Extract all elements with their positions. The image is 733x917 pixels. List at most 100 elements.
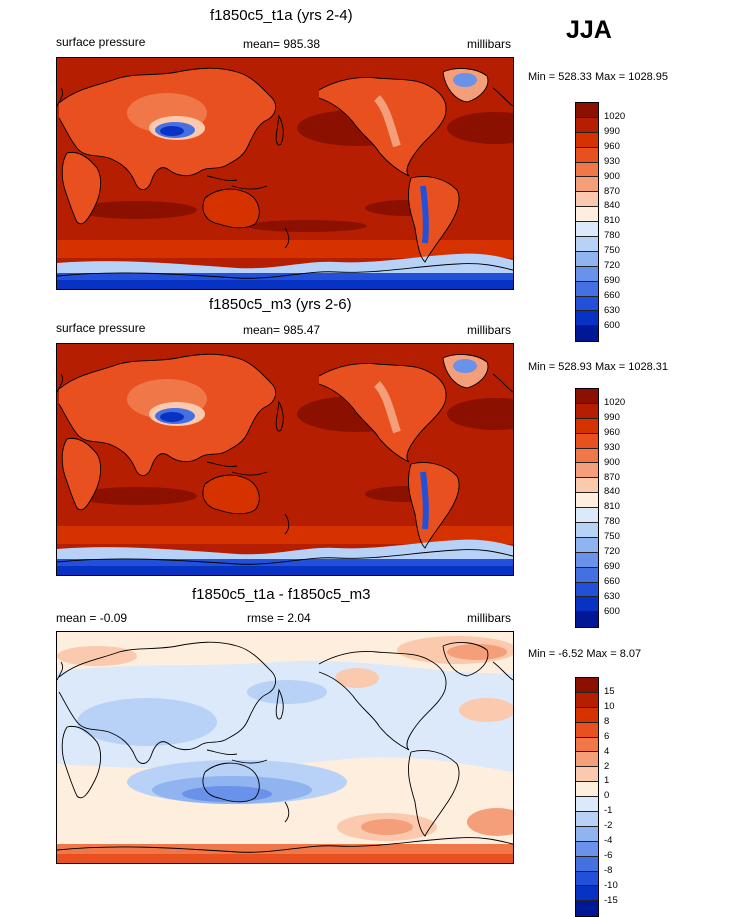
colorbar-swatch (576, 403, 598, 419)
colorbar-label: 870 (604, 185, 620, 197)
colorbar-swatch (576, 841, 598, 857)
colorbar-label: 930 (604, 441, 620, 453)
colorbar-label: 900 (604, 170, 620, 182)
colorbar-label: 690 (604, 274, 620, 286)
colorbar-label: 1020 (604, 111, 626, 122)
colorbar-swatch (576, 117, 598, 133)
panel-2-variable-label: surface pressure (56, 321, 146, 335)
panel-2-colorbar (575, 388, 599, 629)
colorbar-label: 990 (604, 411, 620, 423)
colorbar-swatch (576, 222, 598, 238)
panel-2-map (56, 343, 514, 576)
panel-1-mean: mean= 985.38 (243, 37, 321, 51)
colorbar-swatch (576, 707, 598, 723)
colorbar-swatch (576, 478, 598, 494)
colorbar-swatch (576, 797, 598, 813)
colorbar-label: -6 (604, 849, 613, 861)
panel-2-units: millibars (467, 323, 512, 337)
panel-1-map (56, 57, 514, 290)
colorbar-swatch (576, 103, 598, 118)
colorbar-label: 6 (604, 730, 610, 742)
colorbar-swatch (576, 192, 598, 208)
colorbar-label: 600 (604, 319, 620, 331)
colorbar-swatch (576, 582, 598, 598)
colorbar-label: 600 (604, 605, 620, 617)
colorbar-label: 630 (604, 304, 620, 316)
colorbar-swatch (576, 612, 598, 628)
colorbar-swatch (576, 886, 598, 902)
panel-3-minmax: Min = -6.52 Max = 8.07 (528, 648, 642, 660)
colorbar-swatch (576, 812, 598, 827)
colorbar-swatch (576, 692, 598, 708)
colorbar-swatch (576, 433, 598, 449)
colorbar-label: 690 (604, 560, 620, 572)
colorbar-swatch (576, 281, 598, 297)
colorbar-swatch (576, 856, 598, 872)
colorbar-label: 810 (604, 501, 620, 513)
colorbar-label: 720 (604, 260, 620, 271)
colorbar-swatch (576, 463, 598, 479)
colorbar-label: -4 (604, 835, 613, 846)
panel-1-minmax: Min = 528.33 Max = 1028.95 (528, 71, 669, 83)
panel-3-units: millibars (467, 611, 512, 625)
colorbar-label: 0 (604, 790, 610, 802)
colorbar-label: 660 (604, 575, 620, 587)
colorbar-swatch (576, 147, 598, 163)
panel-1-title: f1850c5_t1a (yrs 2-4) (210, 7, 353, 24)
colorbar-swatch (576, 508, 598, 524)
panel-3-title: f1850c5_t1a - f1850c5_m3 (192, 586, 371, 603)
colorbar-label: 870 (604, 471, 620, 483)
colorbar-label: 840 (604, 486, 620, 498)
colorbar-swatch (576, 737, 598, 753)
colorbar-swatch (576, 901, 598, 917)
colorbar-label: 780 (604, 516, 620, 528)
colorbar-label: -2 (604, 820, 613, 832)
panel-1-colorbar (575, 102, 599, 343)
colorbar-label: 10 (604, 700, 615, 712)
colorbar-swatch (576, 162, 598, 178)
colorbar-swatch (576, 418, 598, 434)
colorbar-label: 8 (604, 715, 610, 727)
colorbar-label: 840 (604, 200, 620, 212)
colorbar-label: -1 (604, 805, 613, 817)
colorbar-swatch (576, 326, 598, 342)
colorbar-swatch (576, 752, 598, 768)
colorbar-swatch (576, 251, 598, 267)
colorbar-label: -15 (604, 894, 618, 906)
colorbar-label: 990 (604, 125, 620, 137)
colorbar-label: 4 (604, 745, 610, 757)
colorbar-swatch (576, 237, 598, 252)
colorbar-label: 930 (604, 155, 620, 167)
colorbar-label: 960 (604, 426, 620, 438)
panel-3-map (56, 631, 514, 864)
panel-2-minmax: Min = 528.93 Max = 1028.31 (528, 361, 669, 373)
panel-1-variable-label: surface pressure (56, 35, 146, 49)
colorbar-swatch (576, 567, 598, 583)
colorbar-label: 630 (604, 590, 620, 602)
colorbar-swatch (576, 207, 598, 223)
colorbar-swatch (576, 266, 598, 282)
colorbar-swatch (576, 537, 598, 553)
colorbar-label: 720 (604, 546, 620, 557)
colorbar-swatch (576, 678, 598, 693)
colorbar-swatch (576, 296, 598, 312)
colorbar-label: -8 (604, 864, 613, 876)
panel-3-mean: mean = -0.09 (56, 611, 128, 625)
season-label: JJA (566, 16, 612, 44)
colorbar-swatch (576, 493, 598, 509)
colorbar-swatch (576, 722, 598, 738)
colorbar-swatch (576, 782, 598, 798)
colorbar-label: 960 (604, 140, 620, 152)
panel-1-units: millibars (467, 37, 512, 51)
colorbar-swatch (576, 177, 598, 193)
colorbar-label: -10 (604, 879, 618, 891)
colorbar-label: 1020 (604, 397, 626, 408)
colorbar-label: 660 (604, 289, 620, 301)
colorbar-swatch (576, 767, 598, 783)
panel-2-title: f1850c5_m3 (yrs 2-6) (209, 296, 352, 313)
colorbar-swatch (576, 597, 598, 613)
colorbar-label: 750 (604, 531, 620, 543)
colorbar-label: 810 (604, 215, 620, 227)
colorbar-swatch (576, 311, 598, 327)
colorbar-label: 750 (604, 245, 620, 257)
